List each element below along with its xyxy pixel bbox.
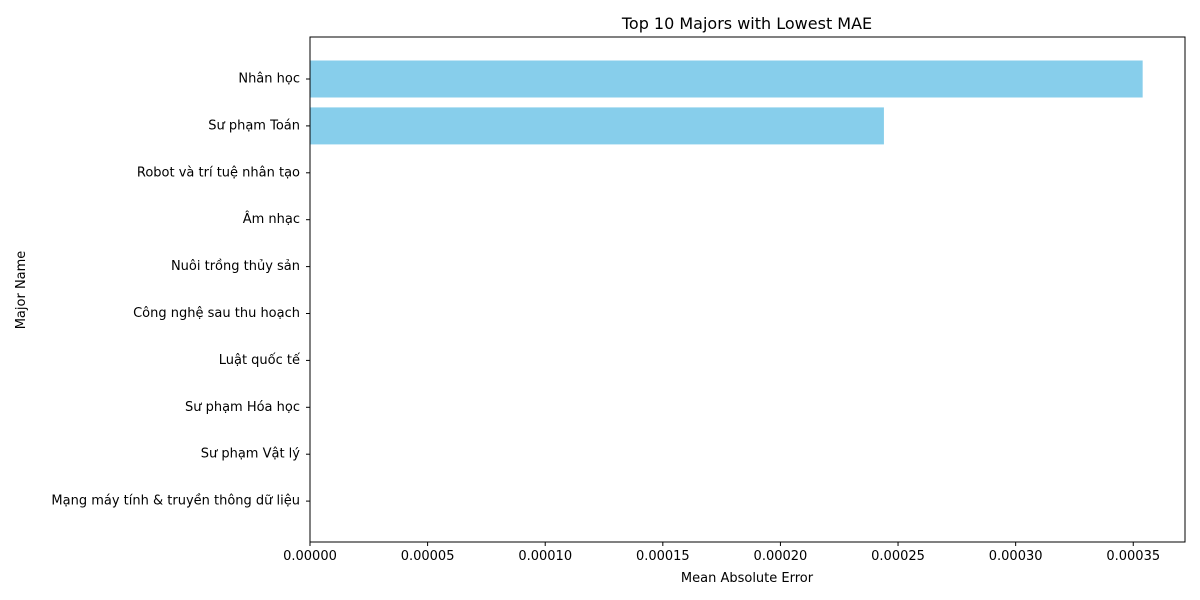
bar xyxy=(310,107,884,145)
plot-frame xyxy=(309,36,1186,543)
x-axis-label: Mean Absolute Error xyxy=(681,571,814,586)
y-tick-label: Mạng máy tính & truyền thông dữ liệu xyxy=(51,494,300,509)
chart-title: Top 10 Majors with Lowest MAE xyxy=(621,14,872,33)
x-tick-label: 0.00020 xyxy=(754,549,808,564)
y-tick-label: Luật quốc tế xyxy=(219,353,300,368)
x-tick-label: 0.00015 xyxy=(636,549,690,564)
x-tick-layer: 0.00000 0.00005 0.00010 0.00015 0.00020 0.000… xyxy=(283,542,1160,564)
x-tick-label: 0.00030 xyxy=(989,549,1043,564)
y-tick-label: Nuôi trồng thủy sản xyxy=(171,259,300,274)
y-tick-label: Sư phạm Toán xyxy=(208,118,300,133)
x-tick-label: 0.00035 xyxy=(1106,549,1160,564)
x-tick-label: 0.00005 xyxy=(401,549,455,564)
y-tick-label: Sư phạm Hóa học xyxy=(185,400,300,415)
bars-layer xyxy=(310,60,1143,145)
x-tick-label: 0.00000 xyxy=(283,549,337,564)
bar xyxy=(310,60,1143,98)
y-tick-label: Công nghệ sau thu hoạch xyxy=(133,306,300,321)
x-tick-label: 0.00025 xyxy=(871,549,925,564)
y-tick-layer: Nhân học Sư phạm Toán Robot và trí tuệ nhâ… xyxy=(51,72,310,509)
y-tick-label: Sư phạm Vật lý xyxy=(201,447,301,462)
y-tick-label: Robot và trí tuệ nhân tạo xyxy=(137,165,300,180)
y-axis-label: Major Name xyxy=(14,251,29,330)
x-tick-label: 0.00010 xyxy=(518,549,572,564)
y-tick-label: Nhân học xyxy=(238,72,300,87)
y-tick-label: Âm nhạc xyxy=(243,211,300,227)
